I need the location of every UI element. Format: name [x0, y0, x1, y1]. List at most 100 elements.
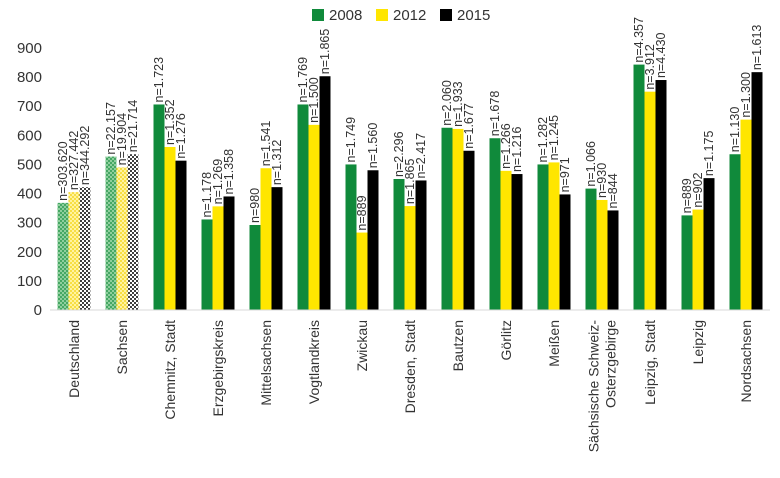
bar-2008-1 — [105, 156, 117, 310]
category-label-line: Osterzgebirge — [603, 320, 619, 408]
category-label-line: Leipzig, Stadt — [642, 320, 658, 405]
bar-2008-12 — [633, 64, 645, 311]
n-label-2008-13: n=889 — [680, 178, 694, 213]
n-label-2015-4: n=1.312 — [270, 140, 284, 186]
n-label-2012-14: n=1.300 — [739, 72, 753, 118]
category-label-13: Leipzig — [690, 320, 706, 364]
bar-2012-7 — [404, 206, 416, 310]
n-label-2015-11: n=844 — [606, 173, 620, 208]
n-label-2015-6: n=1.560 — [366, 123, 380, 169]
n-label-2012-11: n=930 — [595, 163, 609, 198]
legend-swatch-2008 — [312, 9, 324, 21]
bar-2015-7 — [415, 180, 427, 310]
bar-2015-5 — [319, 76, 331, 310]
bar-2012-12 — [644, 91, 656, 311]
bar-2008-11 — [585, 188, 597, 310]
bar-2015-9 — [511, 174, 523, 310]
n-label-2015-10: n=971 — [558, 157, 572, 192]
category-label-line: Leipzig — [690, 320, 706, 364]
bar-2008-14 — [729, 154, 741, 310]
n-label-2012-12: n=3.912 — [643, 44, 657, 90]
category-label-line: Dresden, Stadt — [402, 320, 418, 413]
bar-2015-13 — [703, 178, 715, 310]
category-label-1: Sachsen — [114, 320, 130, 374]
bar-2015-12 — [655, 80, 667, 311]
n-label-2012-4: n=1.541 — [259, 121, 273, 167]
bar-2015-3 — [223, 196, 235, 310]
n-label-2012-13: n=902 — [691, 172, 705, 207]
bar-2015-6 — [367, 170, 379, 310]
bar-2015-10 — [559, 194, 571, 310]
bar-2012-10 — [548, 162, 560, 310]
n-label-2015-13: n=1.175 — [702, 131, 716, 177]
bar-2012-6 — [356, 232, 368, 310]
bar-2015-8 — [463, 150, 475, 310]
bar-2008-4 — [249, 224, 261, 310]
n-label-2015-8: n=1.677 — [462, 103, 476, 149]
legend-swatch-2012 — [376, 9, 388, 21]
n-label-2015-0: n=344.292 — [78, 126, 92, 185]
bar-2012-8 — [452, 128, 464, 310]
category-label-10: Meißen — [546, 320, 562, 367]
bar-2012-14 — [740, 119, 752, 310]
bar-2008-7 — [393, 179, 405, 310]
n-label-2015-5: n=1.865 — [318, 29, 332, 75]
y-tick-label: 200 — [17, 244, 42, 261]
legend-swatch-2015 — [440, 9, 452, 21]
category-label-line: Sächsische Schweiz- — [586, 320, 602, 453]
n-label-2012-7: n=1.865 — [403, 158, 417, 204]
n-label-2015-3: n=1.358 — [222, 149, 236, 195]
bar-2008-9 — [489, 138, 501, 310]
category-label-line: Zwickau — [354, 320, 370, 371]
n-label-2008-9: n=1.678 — [488, 91, 502, 137]
category-label-7: Dresden, Stadt — [402, 320, 418, 413]
bar-2012-11 — [596, 199, 608, 310]
category-label-0: Deutschland — [66, 320, 82, 398]
x-axis: Deutschland Sachsen Chemnitz, Stadt Erzgebi… — [50, 309, 770, 453]
bars — [57, 64, 763, 311]
category-label-line: Chemnitz, Stadt — [162, 320, 178, 420]
bar-2015-2 — [175, 160, 187, 310]
category-label-line: Meißen — [546, 320, 562, 367]
bar-2012-13 — [692, 209, 704, 310]
n-label-2008-8: n=2.060 — [440, 80, 454, 126]
n-label-2015-9: n=1.216 — [510, 126, 524, 172]
bar-2012-3 — [212, 206, 224, 310]
bar-2015-0 — [79, 187, 91, 310]
bar-2012-5 — [308, 124, 320, 310]
category-label-line: Mittelsachsen — [258, 320, 274, 406]
n-label-2008-1: n=22.157 — [104, 102, 118, 155]
category-label-4: Mittelsachsen — [258, 320, 274, 406]
y-tick-label: 400 — [17, 186, 42, 203]
bar-2015-14 — [751, 72, 763, 310]
bar-2008-0 — [57, 202, 69, 310]
n-label-2008-6: n=1.749 — [344, 117, 358, 163]
bar-2008-2 — [153, 104, 165, 310]
y-tick-label: 0 — [34, 302, 42, 319]
y-tick-label: 900 — [17, 40, 42, 57]
bar-2012-2 — [164, 146, 176, 310]
n-label-2008-4: n=980 — [248, 188, 262, 223]
bar-2015-11 — [607, 210, 619, 310]
n-label-2012-6: n=889 — [355, 195, 369, 230]
bar-2008-5 — [297, 104, 309, 310]
n-label-2015-1: n=21.714 — [126, 100, 140, 153]
y-axis: 0 100 200 300 400 500 600 700 800 900 — [17, 40, 42, 319]
category-label-6: Zwickau — [354, 320, 370, 371]
category-label-line: Erzgebirgskreis — [210, 320, 226, 416]
category-label-9: Görlitz — [498, 320, 514, 360]
category-label-line: Nordsachsen — [738, 320, 754, 403]
y-tick-label: 800 — [17, 69, 42, 86]
n-label-2008-0: n=303.620 — [56, 141, 70, 200]
n-label-2012-8: n=1.933 — [451, 81, 465, 127]
legend-label-2008: 2008 — [329, 7, 362, 24]
n-label-2008-12: n=4.357 — [632, 17, 646, 63]
bar-2012-1 — [116, 167, 128, 310]
category-label-14: Nordsachsen — [738, 320, 754, 403]
category-label-12: Leipzig, Stadt — [642, 320, 658, 405]
y-tick-label: 300 — [17, 215, 42, 232]
legend: 2008 2012 2015 — [312, 7, 490, 24]
